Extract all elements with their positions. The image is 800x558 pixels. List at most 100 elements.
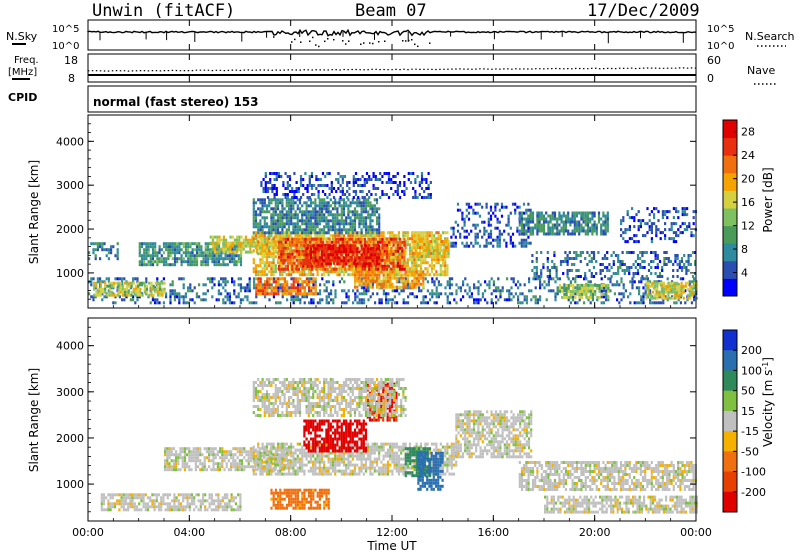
power-cell xyxy=(620,277,622,280)
power-cell xyxy=(236,260,238,263)
power-cell xyxy=(312,301,314,304)
power-cell xyxy=(329,172,331,175)
power-cell xyxy=(189,286,191,289)
power-cell xyxy=(585,221,587,224)
power-cell xyxy=(287,238,289,241)
power-cell xyxy=(358,204,360,207)
power-cell xyxy=(163,301,165,304)
power-cell xyxy=(434,246,436,249)
power-cell xyxy=(214,257,216,260)
power-cell xyxy=(403,175,405,178)
power-cell xyxy=(257,207,259,210)
power-cell xyxy=(525,212,527,215)
power-cell xyxy=(466,236,468,239)
power-cell xyxy=(302,250,304,253)
power-cell xyxy=(361,204,363,207)
power-cell xyxy=(259,237,261,240)
power-cell xyxy=(255,225,257,228)
power-cell xyxy=(424,234,426,237)
power-cell xyxy=(321,204,323,207)
power-cell xyxy=(286,289,288,292)
power-cell xyxy=(262,292,264,295)
power-cell xyxy=(246,283,248,286)
power-cell xyxy=(288,222,290,225)
power-cell xyxy=(525,233,527,236)
power-cell xyxy=(497,203,499,206)
power-cell xyxy=(343,219,345,222)
power-cell xyxy=(340,175,342,178)
power-cell xyxy=(639,263,641,266)
power-cell xyxy=(553,263,555,266)
power-cell xyxy=(229,254,231,257)
power-cell xyxy=(308,262,310,265)
power-cell xyxy=(469,295,471,298)
power-cell xyxy=(526,301,528,304)
power-cell xyxy=(445,240,447,243)
power-cell xyxy=(264,267,266,270)
power-cell xyxy=(436,292,438,295)
power-cell xyxy=(302,193,304,196)
power-cell xyxy=(372,253,374,256)
power-cell xyxy=(365,253,367,256)
power-cell xyxy=(275,225,277,228)
power-cell xyxy=(253,286,255,289)
power-cell xyxy=(512,242,514,245)
power-cell xyxy=(145,254,147,257)
power-cell xyxy=(388,253,390,256)
power-cell xyxy=(295,201,297,204)
power-cell xyxy=(527,236,529,239)
power-cell xyxy=(354,234,356,237)
power-cell xyxy=(418,286,420,289)
power-cell xyxy=(325,216,327,219)
power-cell xyxy=(606,251,608,254)
power-cell xyxy=(444,267,446,270)
power-cell xyxy=(499,236,501,239)
power-cell xyxy=(438,283,440,286)
power-cell xyxy=(157,282,159,285)
power-cell xyxy=(530,230,532,233)
power-cell xyxy=(602,269,604,272)
power-cell xyxy=(357,178,359,181)
power-cell xyxy=(367,213,369,216)
power-cell xyxy=(391,271,393,274)
power-cell xyxy=(315,286,317,289)
power-cell xyxy=(124,288,126,291)
power-cell xyxy=(430,255,432,258)
power-cell xyxy=(423,243,425,246)
power-cell xyxy=(556,266,558,269)
power-cell xyxy=(196,248,198,251)
power-cell xyxy=(658,301,660,304)
power-cell xyxy=(225,242,227,245)
power-cell xyxy=(675,301,677,304)
power-cell xyxy=(352,250,354,253)
power-cell xyxy=(277,222,279,225)
power-cell xyxy=(379,241,381,244)
power-cell xyxy=(238,292,240,295)
power-cell xyxy=(331,268,333,271)
power-cell xyxy=(178,301,180,304)
power-cell xyxy=(97,277,99,280)
power-cell xyxy=(298,268,300,271)
power-cell xyxy=(293,289,295,292)
power-cell xyxy=(255,283,257,286)
power-cell xyxy=(187,242,189,245)
power-cell xyxy=(310,298,312,301)
power-cell xyxy=(387,301,389,304)
power-cell xyxy=(402,231,404,234)
power-cell xyxy=(306,277,308,280)
power-cell xyxy=(355,268,357,271)
power-cell xyxy=(552,230,554,233)
power-cell xyxy=(442,231,444,234)
power-cell xyxy=(304,286,306,289)
power-cell xyxy=(165,242,167,245)
power-cell xyxy=(413,283,415,286)
power-cell xyxy=(483,233,485,236)
power-cell xyxy=(596,230,598,233)
power-cell xyxy=(468,206,470,209)
power-cell xyxy=(418,289,420,292)
power-cell xyxy=(638,289,640,292)
power-cell xyxy=(423,178,425,181)
power-cell xyxy=(301,273,303,276)
power-cell xyxy=(275,201,277,204)
power-cell xyxy=(554,212,556,215)
